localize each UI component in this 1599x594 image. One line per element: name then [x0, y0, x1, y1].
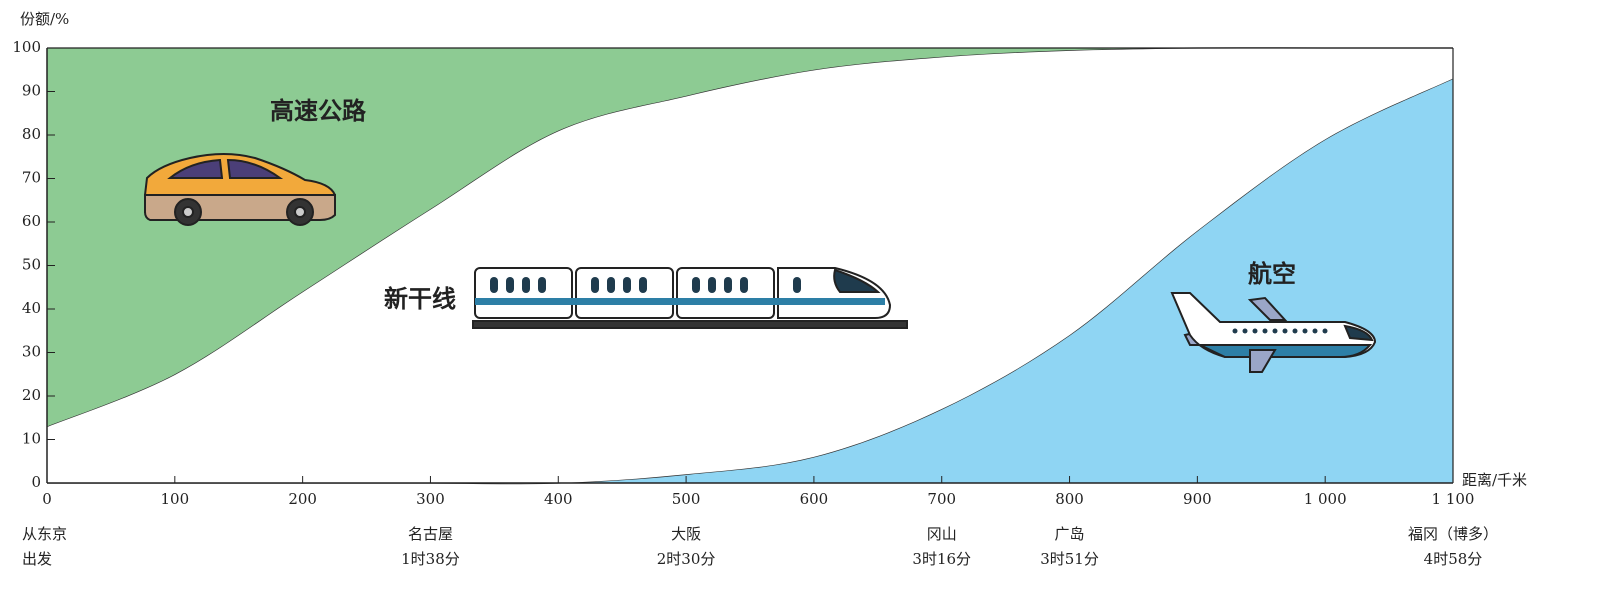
x-tick-label: 700 — [927, 490, 956, 508]
y-tick-label: 40 — [22, 299, 41, 317]
station-name: 冈山 — [927, 525, 957, 543]
y-tick-label: 30 — [22, 343, 41, 361]
station-time: 出发 — [22, 550, 52, 568]
areas — [46, 47, 1454, 485]
plane-icon — [1170, 292, 1377, 373]
train-windows — [490, 277, 801, 293]
y-tick-label: 10 — [22, 430, 41, 448]
x-tick-label: 200 — [288, 490, 317, 508]
plane-windows — [1232, 328, 1328, 334]
train-icon — [472, 267, 908, 329]
x-tick-label: 1 000 — [1304, 490, 1347, 508]
y-tick-label: 70 — [22, 169, 41, 187]
x-tick-label: 0 — [42, 490, 52, 508]
y-tick-label: 90 — [22, 82, 41, 100]
y-axis-label: 份额/% — [20, 10, 69, 28]
y-tick-label: 20 — [22, 386, 41, 404]
x-tick-label: 500 — [672, 490, 701, 508]
x-tick-label: 300 — [416, 490, 445, 508]
area — [47, 78, 1453, 484]
station-name: 从东京 — [22, 525, 67, 543]
station-time: 3时51分 — [1040, 550, 1099, 568]
car-icon — [144, 153, 336, 226]
y-tick-label: 100 — [12, 38, 41, 56]
x-tick-label: 1 100 — [1432, 490, 1475, 508]
y-tick-label: 60 — [22, 212, 41, 230]
x-tick-label: 400 — [544, 490, 573, 508]
y-tick-label: 80 — [22, 125, 41, 143]
x-tick-label: 100 — [160, 490, 189, 508]
station-time: 2时30分 — [657, 550, 716, 568]
x-tick-label: 800 — [1055, 490, 1084, 508]
y-tick-label: 50 — [22, 256, 41, 274]
station-name: 大阪 — [671, 525, 701, 543]
x-axis-label: 距离/千米 — [1462, 471, 1527, 489]
area — [47, 47, 1453, 484]
station-time: 4时58分 — [1424, 550, 1483, 568]
station-name: 名古屋 — [408, 525, 453, 543]
y-tick-label: 0 — [31, 473, 41, 491]
station-name: 福冈（博多） — [1408, 525, 1498, 543]
series-label: 高速公路 — [270, 97, 367, 125]
station-name: 广岛 — [1055, 525, 1085, 543]
x-tick-label: 600 — [800, 490, 829, 508]
area — [47, 47, 1453, 427]
series-label: 新干线 — [384, 285, 456, 313]
station-time: 1时38分 — [401, 550, 460, 568]
x-tick-label: 900 — [1183, 490, 1212, 508]
station-time: 3时16分 — [912, 550, 971, 568]
series-label: 航空 — [1248, 260, 1296, 288]
